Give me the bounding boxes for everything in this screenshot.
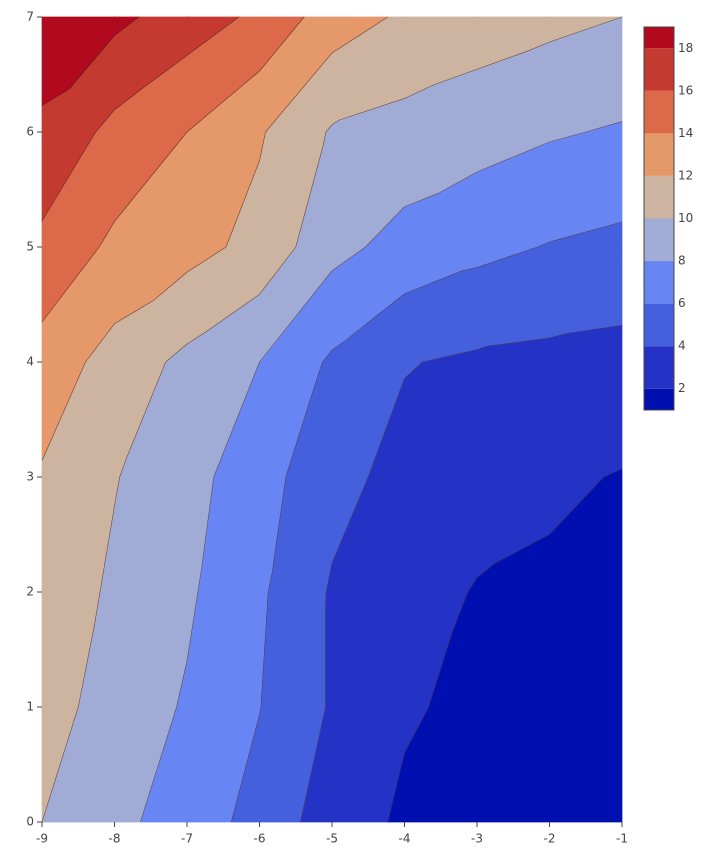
contour-line <box>41 16 139 106</box>
contour-line <box>41 16 305 323</box>
contour-line <box>300 325 623 823</box>
colorbar-band <box>644 175 674 219</box>
contour-line <box>41 16 239 222</box>
y-tick-label: 6 <box>26 125 34 139</box>
contour-line <box>41 16 388 461</box>
contour-line <box>387 468 623 823</box>
x-tick-label: -5 <box>326 832 338 846</box>
colorbar-band <box>644 261 674 304</box>
y-tick-label: 2 <box>26 585 34 599</box>
axes: -9 -8 -7 -6 -5 -4 -3 -2 -1 0 1 2 3 4 5 6 7 <box>26 10 628 846</box>
colorbar-tick-label: 10 <box>678 211 693 225</box>
colorbar-band <box>644 27 674 49</box>
x-tick-label: -4 <box>399 832 411 846</box>
y-tick-label: 3 <box>26 470 34 484</box>
x-tick-label: -2 <box>544 832 556 846</box>
colorbar-tick-label: 14 <box>678 126 693 140</box>
x-tick-label: -8 <box>109 832 121 846</box>
y-tick-label: 1 <box>26 700 34 714</box>
colorbar: 2 4 6 8 10 12 14 16 18 <box>643 26 693 411</box>
x-tick-label: -9 <box>36 832 48 846</box>
colorbar-tick-label: 12 <box>678 168 693 182</box>
x-tick-label: -6 <box>254 832 266 846</box>
y-tick-label: 7 <box>26 10 34 24</box>
colorbar-tick-label: 2 <box>678 381 686 395</box>
contour-line <box>231 221 623 823</box>
contour-fills <box>41 15 623 824</box>
x-tick-label: -7 <box>181 832 193 846</box>
x-tick-label: -1 <box>616 832 628 846</box>
y-tick-label: 5 <box>26 240 34 254</box>
colorbar-tick-label: 16 <box>678 83 693 97</box>
colorbar-band <box>644 48 674 91</box>
colorbar-tick-label: 4 <box>678 339 686 353</box>
x-tick-label: -3 <box>471 832 483 846</box>
y-tick-label: 0 <box>26 815 34 829</box>
colorbar-outline <box>643 26 675 411</box>
colorbar-band <box>644 346 674 389</box>
colorbar-tick-label: 8 <box>678 254 686 268</box>
colorbar-band <box>644 218 674 262</box>
colorbar-band <box>644 303 674 347</box>
colorbar-tick-label: 18 <box>678 41 693 55</box>
contour-line <box>140 121 623 823</box>
y-tick-label: 4 <box>26 355 34 369</box>
colorbar-band <box>644 388 674 410</box>
colorbar-tick-label: 6 <box>678 296 686 310</box>
colorbar-band <box>644 90 674 134</box>
colorbar-band <box>644 133 674 176</box>
